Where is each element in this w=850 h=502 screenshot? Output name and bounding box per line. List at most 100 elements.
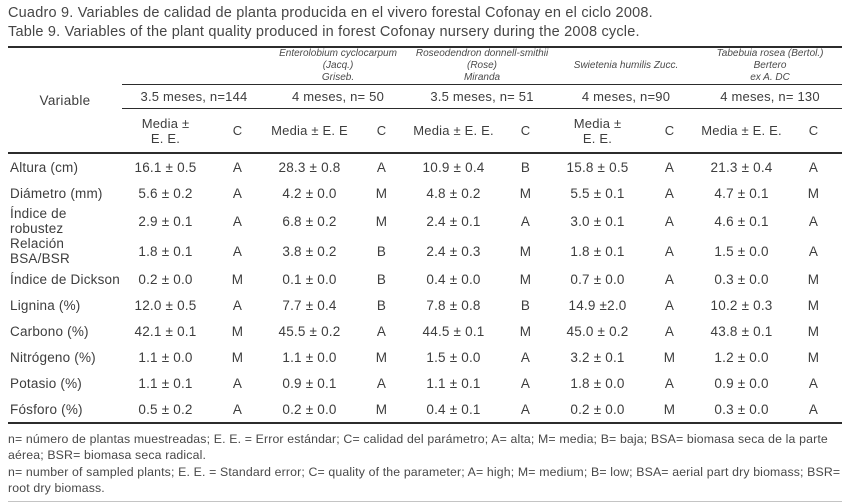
media-value: 7.7 ± 0.4 — [282, 297, 337, 313]
sample-header-5: 4 meses, n= 130 — [698, 84, 843, 109]
title-english: Table 9. Variables of the plant quality … — [8, 24, 640, 40]
quality-value: M — [663, 401, 676, 417]
quality-value: M — [519, 185, 532, 201]
media-value: 1.5 ± 0.0 — [426, 349, 481, 365]
media-header-2: Media ± E. E — [266, 108, 353, 154]
quality-value: B — [376, 297, 387, 313]
quality-value: A — [664, 159, 675, 175]
media-value: 3.8 ± 0.2 — [282, 243, 337, 259]
quality-value: A — [808, 213, 819, 229]
quality-value: A — [808, 243, 819, 259]
footnote-spanish: n= número de plantas muestreadas; E. E. … — [8, 432, 828, 462]
quality-value: A — [664, 213, 675, 229]
table-row: Lignina (%) 12.0 ± 0.5 A 7.7 ± 0.4 B 7.8 ± 0.… — [8, 292, 842, 318]
quality-value: M — [807, 297, 820, 313]
media-header-5: Media ± E. E. — [698, 108, 786, 154]
quality-value: B — [520, 297, 531, 313]
variable-name: Altura (cm) — [10, 159, 79, 175]
quality-value: A — [232, 401, 243, 417]
media-value: 4.8 ± 0.2 — [426, 185, 481, 201]
quality-value: A — [808, 159, 819, 175]
media-value: 0.2 ± 0.0 — [282, 401, 337, 417]
table-row: Relación BSA/BSR 1.8 ± 0.1 A 3.8 ± 0.2 B 2.4 … — [8, 236, 842, 266]
media-value: 1.8 ± 0.1 — [138, 243, 193, 259]
table-row: Índice de robustez 2.9 ± 0.1 A 6.8 ± 0.2 M 2.… — [8, 206, 842, 236]
quality-header-3: C — [497, 108, 555, 154]
quality-value: B — [376, 243, 387, 259]
media-value: 0.3 ± 0.0 — [714, 401, 769, 417]
media-value: 42.1 ± 0.1 — [134, 323, 197, 339]
quality-header-4: C — [641, 108, 699, 154]
media-value: 0.2 ± 0.0 — [138, 271, 193, 287]
quality-value: M — [519, 271, 532, 287]
table-row: Nitrógeno (%) 1.1 ± 0.0 M 1.1 ± 0.0 M 1.5 ± 0… — [8, 344, 842, 370]
quality-value: A — [808, 401, 819, 417]
media-value: 0.3 ± 0.0 — [714, 271, 769, 287]
media-value: 1.1 ± 0.0 — [138, 349, 193, 365]
media-value: 43.8 ± 0.1 — [710, 323, 773, 339]
paper-table-page: Cuadro 9. Variables de calidad de planta… — [8, 4, 843, 502]
media-value: 45.5 ± 0.2 — [278, 323, 341, 339]
sample-header-4: 4 meses, n=90 — [554, 84, 699, 109]
media-value: 0.4 ± 0.0 — [426, 271, 481, 287]
variable-name: Carbono (%) — [10, 323, 89, 339]
title-spanish: Cuadro 9. Variables de calidad de planta… — [8, 5, 653, 21]
quality-value: A — [232, 159, 243, 175]
table-body: Altura (cm) 16.1 ± 0.5 A 28.3 ± 0.8 A 10.9 ± … — [8, 153, 842, 423]
quality-value: A — [232, 375, 243, 391]
quality-value: M — [375, 401, 388, 417]
media-value: 0.7 ± 0.0 — [570, 271, 625, 287]
quality-value: A — [808, 375, 819, 391]
quality-value: M — [807, 271, 820, 287]
table-row: Índice de Dickson 0.2 ± 0.0 M 0.1 ± 0.0 B 0.4… — [8, 266, 842, 292]
species-header-4: Swietenia humilis Zucc. — [554, 47, 699, 85]
quality-value: M — [519, 323, 532, 339]
media-value: 0.2 ± 0.0 — [570, 401, 625, 417]
quality-value: A — [520, 401, 531, 417]
media-value: 4.7 ± 0.1 — [714, 185, 769, 201]
footnotes: n= número de plantas muestreadas; E. E. … — [8, 431, 842, 496]
quality-value: B — [520, 159, 531, 175]
sample-header-2: 4 meses, n= 50 — [266, 84, 411, 109]
quality-value: M — [519, 243, 532, 259]
variable-name: Índice de Dickson — [10, 271, 120, 287]
media-value: 5.6 ± 0.2 — [138, 185, 193, 201]
variable-name: Diámetro (mm) — [10, 185, 103, 201]
media-value: 15.8 ± 0.5 — [566, 159, 629, 175]
quality-value: A — [664, 243, 675, 259]
variable-name: Lignina (%) — [10, 297, 81, 313]
quality-value: B — [376, 271, 387, 287]
subheader-row: Media ± E. E. C Media ± E. E C Media ± E… — [8, 108, 843, 154]
media-value: 0.9 ± 0.1 — [282, 375, 337, 391]
plant-quality-table: Variable Enterolobium cyclocarpum (Jacq.… — [8, 46, 843, 424]
quality-value: A — [664, 297, 675, 313]
species-header-3: Roseodendron donnell-smithii (Rose) Mira… — [410, 47, 555, 85]
quality-value: M — [231, 349, 244, 365]
media-value: 4.6 ± 0.1 — [714, 213, 769, 229]
table-row: Carbono (%) 42.1 ± 0.1 M 45.5 ± 0.2 A 44.5 ± … — [8, 318, 842, 344]
species-header-5: Tabebuia rosea (Bertol.) Bertero ex A. D… — [698, 47, 843, 85]
species-row: Variable Enterolobium cyclocarpum (Jacq.… — [8, 47, 843, 154]
variable-name: Índice de robustez — [10, 206, 67, 236]
media-value: 10.9 ± 0.4 — [422, 159, 485, 175]
media-value: 2.4 ± 0.3 — [426, 243, 481, 259]
media-value: 0.4 ± 0.1 — [426, 401, 481, 417]
media-value: 1.1 ± 0.1 — [138, 375, 193, 391]
quality-value: A — [664, 375, 675, 391]
media-value: 1.5 ± 0.0 — [714, 243, 769, 259]
media-value: 2.9 ± 0.1 — [138, 213, 193, 229]
quality-header-2: C — [353, 108, 411, 154]
media-value: 7.8 ± 0.8 — [426, 297, 481, 313]
media-value: 2.4 ± 0.1 — [426, 213, 481, 229]
quality-value: M — [375, 349, 388, 365]
quality-value: A — [664, 323, 675, 339]
table-title: Cuadro 9. Variables de calidad de planta… — [8, 4, 842, 42]
quality-value: A — [376, 159, 387, 175]
media-value: 16.1 ± 0.5 — [134, 159, 197, 175]
sample-header-3: 3.5 meses, n= 51 — [410, 84, 555, 109]
quality-value: M — [231, 271, 244, 287]
variable-name: Nitrógeno (%) — [10, 349, 96, 365]
sample-size-row: 3.5 meses, n=144 4 meses, n= 50 3.5 mese… — [8, 84, 843, 109]
sample-header-1: 3.5 meses, n=144 — [122, 84, 266, 109]
variable-name: Potasio (%) — [10, 375, 82, 391]
